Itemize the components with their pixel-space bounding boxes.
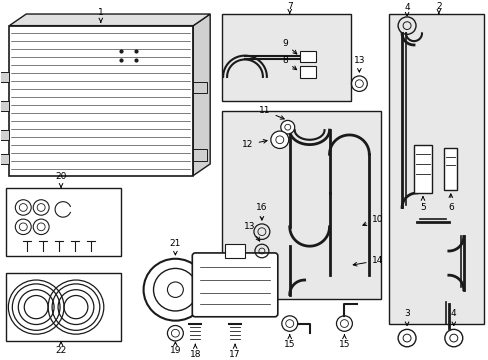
Bar — [388, 14, 483, 324]
Text: 3: 3 — [404, 309, 409, 325]
Text: 5: 5 — [419, 197, 425, 212]
Text: 17: 17 — [229, 344, 240, 359]
Bar — [222, 111, 381, 300]
Bar — [0, 101, 9, 111]
Text: 2: 2 — [435, 2, 441, 14]
Text: 7: 7 — [286, 2, 292, 14]
Text: 1: 1 — [98, 8, 103, 22]
Bar — [224, 244, 244, 258]
Text: 15: 15 — [338, 335, 349, 349]
Bar — [0, 154, 9, 164]
Text: 19: 19 — [169, 342, 181, 355]
Text: 10: 10 — [362, 215, 382, 225]
Bar — [193, 149, 207, 161]
Bar — [0, 72, 9, 82]
Text: 22: 22 — [55, 342, 66, 355]
Text: 18: 18 — [189, 344, 201, 359]
Bar — [299, 66, 315, 78]
Text: 20: 20 — [55, 172, 66, 187]
Circle shape — [270, 131, 288, 148]
Circle shape — [143, 259, 207, 321]
Bar — [6, 273, 121, 341]
Text: 15: 15 — [284, 335, 295, 349]
FancyBboxPatch shape — [192, 253, 277, 317]
Text: 6: 6 — [447, 194, 453, 212]
Polygon shape — [193, 14, 210, 176]
Text: 12: 12 — [242, 140, 266, 149]
Bar — [193, 82, 207, 93]
Bar — [6, 188, 121, 256]
Text: 4: 4 — [450, 309, 456, 325]
Polygon shape — [9, 14, 210, 26]
Text: 8: 8 — [281, 56, 296, 70]
Text: 9: 9 — [281, 39, 296, 54]
Bar — [413, 145, 431, 193]
Text: 13: 13 — [244, 222, 259, 241]
Bar — [299, 51, 315, 62]
Bar — [9, 26, 193, 176]
Text: 13: 13 — [353, 56, 365, 72]
Circle shape — [280, 121, 294, 134]
Text: 16: 16 — [256, 203, 267, 220]
Text: 14: 14 — [352, 256, 382, 266]
Bar — [443, 148, 456, 190]
Text: 21: 21 — [169, 239, 181, 255]
Bar — [0, 130, 9, 140]
Bar — [222, 14, 351, 101]
Text: 4: 4 — [404, 3, 409, 16]
Text: 11: 11 — [259, 106, 284, 119]
